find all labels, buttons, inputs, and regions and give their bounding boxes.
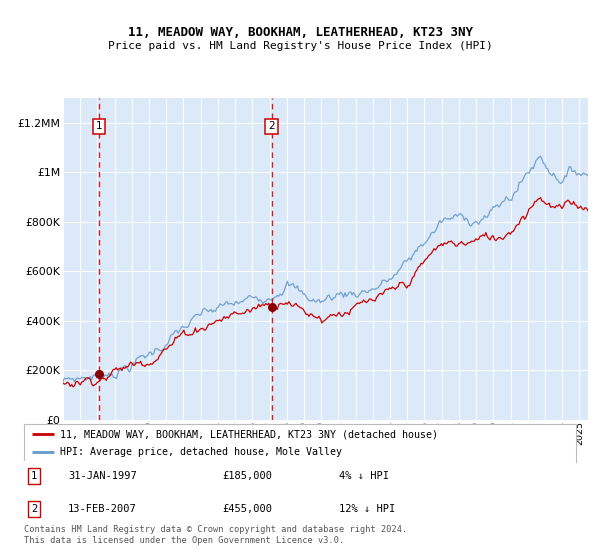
Text: 4% ↓ HPI: 4% ↓ HPI (338, 471, 389, 481)
Text: Contains HM Land Registry data © Crown copyright and database right 2024.
This d: Contains HM Land Registry data © Crown c… (24, 525, 407, 545)
Text: 2: 2 (31, 503, 37, 514)
Text: Price paid vs. HM Land Registry's House Price Index (HPI): Price paid vs. HM Land Registry's House … (107, 41, 493, 51)
Text: £185,000: £185,000 (223, 471, 273, 481)
Text: HPI: Average price, detached house, Mole Valley: HPI: Average price, detached house, Mole… (60, 447, 342, 458)
Text: 12% ↓ HPI: 12% ↓ HPI (338, 503, 395, 514)
Text: 11, MEADOW WAY, BOOKHAM, LEATHERHEAD, KT23 3NY: 11, MEADOW WAY, BOOKHAM, LEATHERHEAD, KT… (128, 26, 473, 39)
Text: 13-FEB-2007: 13-FEB-2007 (68, 503, 137, 514)
Text: 2: 2 (268, 122, 275, 132)
Text: 1: 1 (95, 122, 102, 132)
Text: 1: 1 (31, 471, 37, 481)
Text: 31-JAN-1997: 31-JAN-1997 (68, 471, 137, 481)
Text: £455,000: £455,000 (223, 503, 273, 514)
Text: 11, MEADOW WAY, BOOKHAM, LEATHERHEAD, KT23 3NY (detached house): 11, MEADOW WAY, BOOKHAM, LEATHERHEAD, KT… (60, 429, 438, 439)
